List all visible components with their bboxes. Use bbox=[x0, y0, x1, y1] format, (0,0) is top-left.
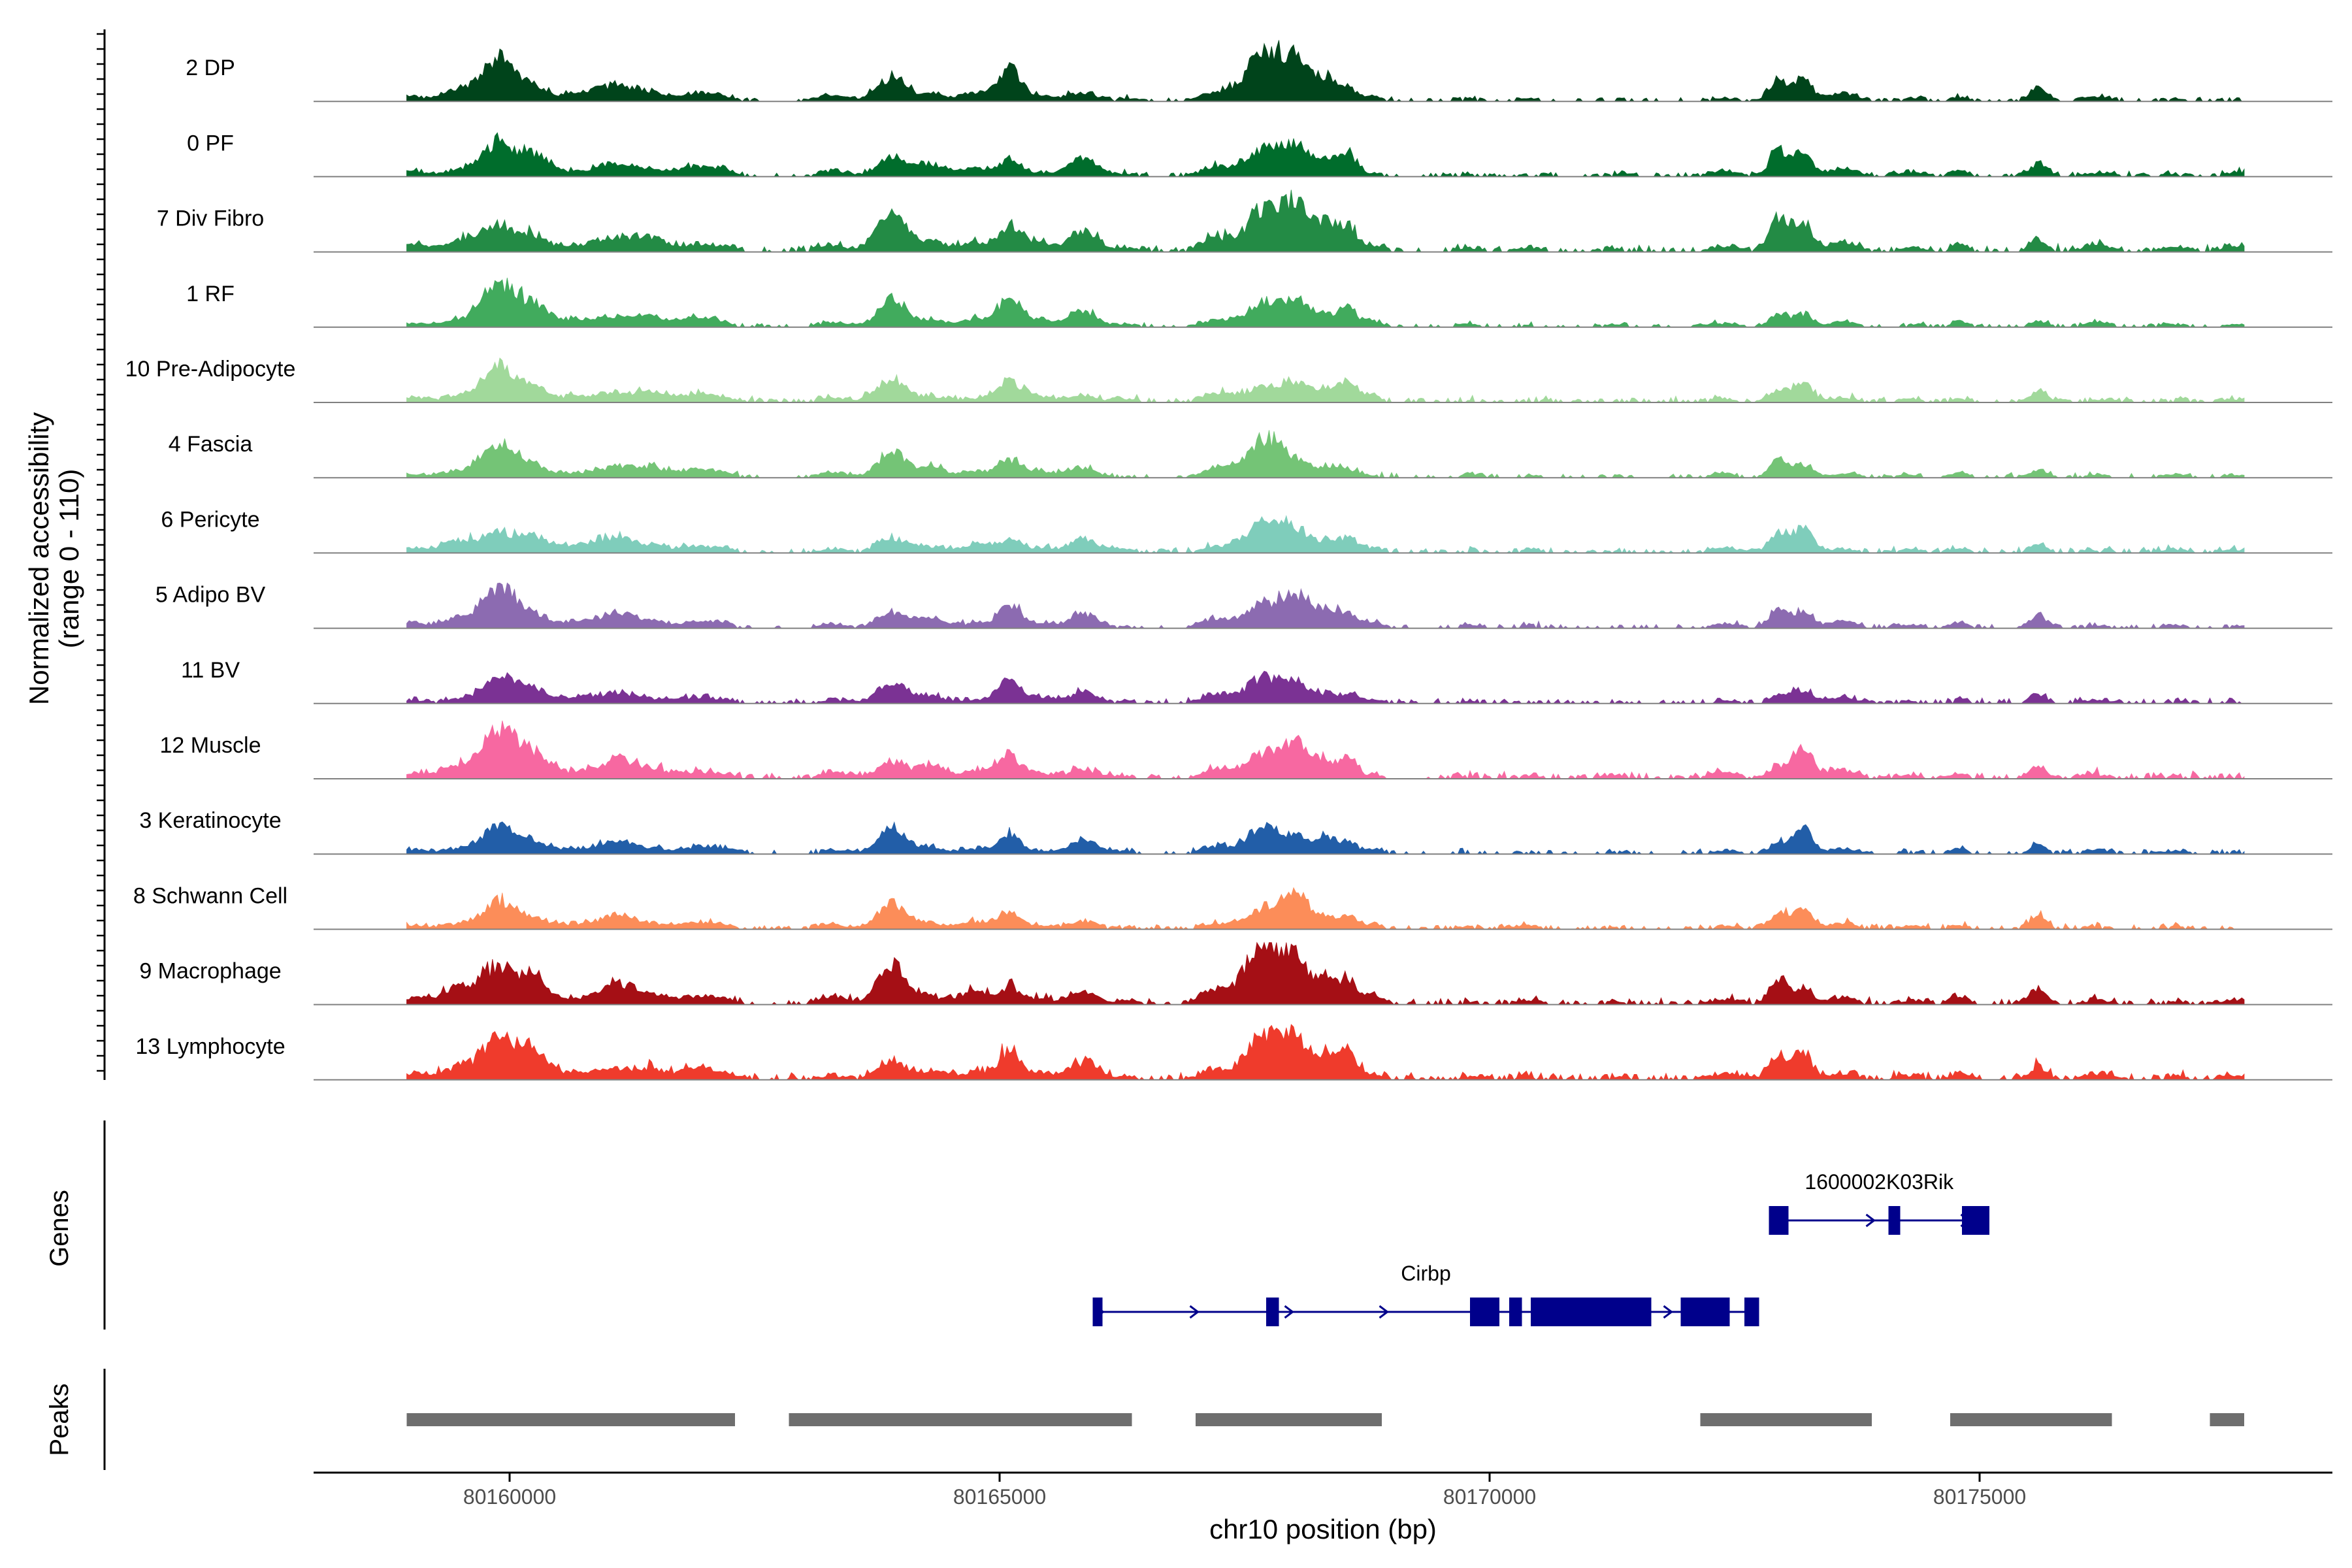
track-10-pre-adipocyte: 10 Pre-Adipocyte bbox=[125, 357, 2332, 403]
exon bbox=[1680, 1298, 1730, 1326]
peak-region bbox=[1196, 1413, 1382, 1426]
x-axis-ticks: 80160000 80165000 80170000 80175000 bbox=[463, 1473, 2026, 1509]
peaks-track-label: Peaks bbox=[45, 1383, 74, 1456]
track-label: 3 Keratinocyte bbox=[139, 808, 281, 833]
track-label: 2 DP bbox=[186, 56, 235, 80]
track-6-pericyte: 6 Pericyte bbox=[161, 507, 2332, 554]
track-label: 1 RF bbox=[186, 282, 235, 306]
exon bbox=[1509, 1298, 1522, 1326]
exon bbox=[1470, 1298, 1499, 1326]
track-11-bv: 11 BV bbox=[181, 658, 2332, 704]
track-label: 11 BV bbox=[181, 658, 240, 683]
coverage-area bbox=[406, 515, 2245, 554]
gene-label: 1600002K03Rik bbox=[1805, 1170, 1954, 1194]
strand-arrow bbox=[1189, 1305, 1200, 1319]
x-tick-label: 80170000 bbox=[1443, 1485, 1536, 1509]
track-2-dp: 2 DP bbox=[186, 40, 2332, 103]
track-1-rf: 1 RF bbox=[186, 278, 2332, 328]
exon bbox=[1092, 1298, 1103, 1326]
track-5-adipo-bv: 5 Adipo BV bbox=[155, 582, 2332, 629]
x-tick-label: 80165000 bbox=[953, 1485, 1046, 1509]
coverage-area bbox=[406, 40, 2244, 103]
track-13-lymphocyte: 13 Lymphocyte bbox=[135, 1024, 2332, 1081]
peaks-track bbox=[406, 1413, 2244, 1426]
genes-track-label: Genes bbox=[45, 1190, 74, 1267]
peak-region bbox=[1950, 1413, 2112, 1426]
track-label: 7 Div Fibro bbox=[157, 206, 264, 231]
track-label: 6 Pericyte bbox=[161, 507, 259, 532]
y-axis-label: Normalized accessibility bbox=[24, 412, 54, 705]
coverage-area bbox=[406, 189, 2245, 253]
track-9-macrophage: 9 Macrophage bbox=[139, 941, 2332, 1005]
track-4-fascia: 4 Fascia bbox=[169, 430, 2332, 479]
coverage-area bbox=[406, 132, 2245, 178]
genes-track: 1600002K03Rik Cirbp bbox=[1092, 1170, 1989, 1326]
track-label: 13 Lymphocyte bbox=[135, 1034, 285, 1059]
peak-region bbox=[789, 1413, 1132, 1426]
coverage-y-axis-ticks bbox=[97, 33, 105, 1072]
coverage-area bbox=[406, 670, 2244, 704]
track-label: 10 Pre-Adipocyte bbox=[125, 357, 296, 382]
exon bbox=[1744, 1298, 1759, 1326]
track-12-muscle: 12 Muscle bbox=[160, 720, 2332, 780]
coverage-area bbox=[406, 278, 2245, 328]
gene-label: Cirbp bbox=[1401, 1262, 1450, 1285]
coverage-area bbox=[406, 582, 2245, 629]
track-label: 5 Adipo BV bbox=[155, 583, 266, 608]
strand-arrow bbox=[1284, 1305, 1294, 1319]
x-tick-label: 80160000 bbox=[463, 1485, 556, 1509]
track-label: 8 Schwann Cell bbox=[133, 883, 287, 908]
coverage-area bbox=[406, 1024, 2245, 1081]
strand-arrow bbox=[1379, 1305, 1389, 1319]
coverage-area bbox=[406, 430, 2245, 479]
peak-region bbox=[2210, 1413, 2244, 1426]
peak-region bbox=[1700, 1413, 1872, 1426]
peak-region bbox=[406, 1413, 735, 1426]
track-label: 4 Fascia bbox=[169, 432, 253, 457]
track-7-div-fibro: 7 Div Fibro bbox=[157, 189, 2332, 253]
coverage-tracks: 2 DP 0 PF 7 Div Fibro 1 RF 10 Pre-Adipocyte 4… bbox=[125, 40, 2332, 1081]
track-label: 0 PF bbox=[187, 131, 234, 155]
track-0-pf: 0 PF bbox=[187, 131, 2332, 178]
x-axis-label: chr10 position (bp) bbox=[1209, 1514, 1437, 1544]
exon bbox=[1888, 1206, 1901, 1235]
gene-cirbp: Cirbp bbox=[1092, 1262, 1759, 1326]
exon bbox=[1266, 1298, 1279, 1326]
coverage-area bbox=[406, 941, 2245, 1005]
gene-1600002k03rik: 1600002K03Rik bbox=[1769, 1170, 1989, 1235]
track-8-schwann-cell: 8 Schwann Cell bbox=[133, 883, 2332, 930]
exon bbox=[1769, 1206, 1789, 1235]
exon bbox=[1531, 1298, 1652, 1326]
coverage-area bbox=[406, 720, 2245, 780]
y-axis-label-range: (range 0 - 110) bbox=[54, 469, 84, 649]
track-3-keratinocyte: 3 Keratinocyte bbox=[139, 808, 2332, 855]
coverage-area bbox=[406, 357, 2245, 403]
x-tick-label: 80175000 bbox=[1933, 1485, 2026, 1509]
strand-arrow bbox=[1865, 1213, 1876, 1228]
track-label: 9 Macrophage bbox=[139, 959, 281, 984]
strand-arrow bbox=[1663, 1305, 1673, 1319]
track-label: 12 Muscle bbox=[160, 733, 261, 758]
exon bbox=[1962, 1206, 1989, 1235]
